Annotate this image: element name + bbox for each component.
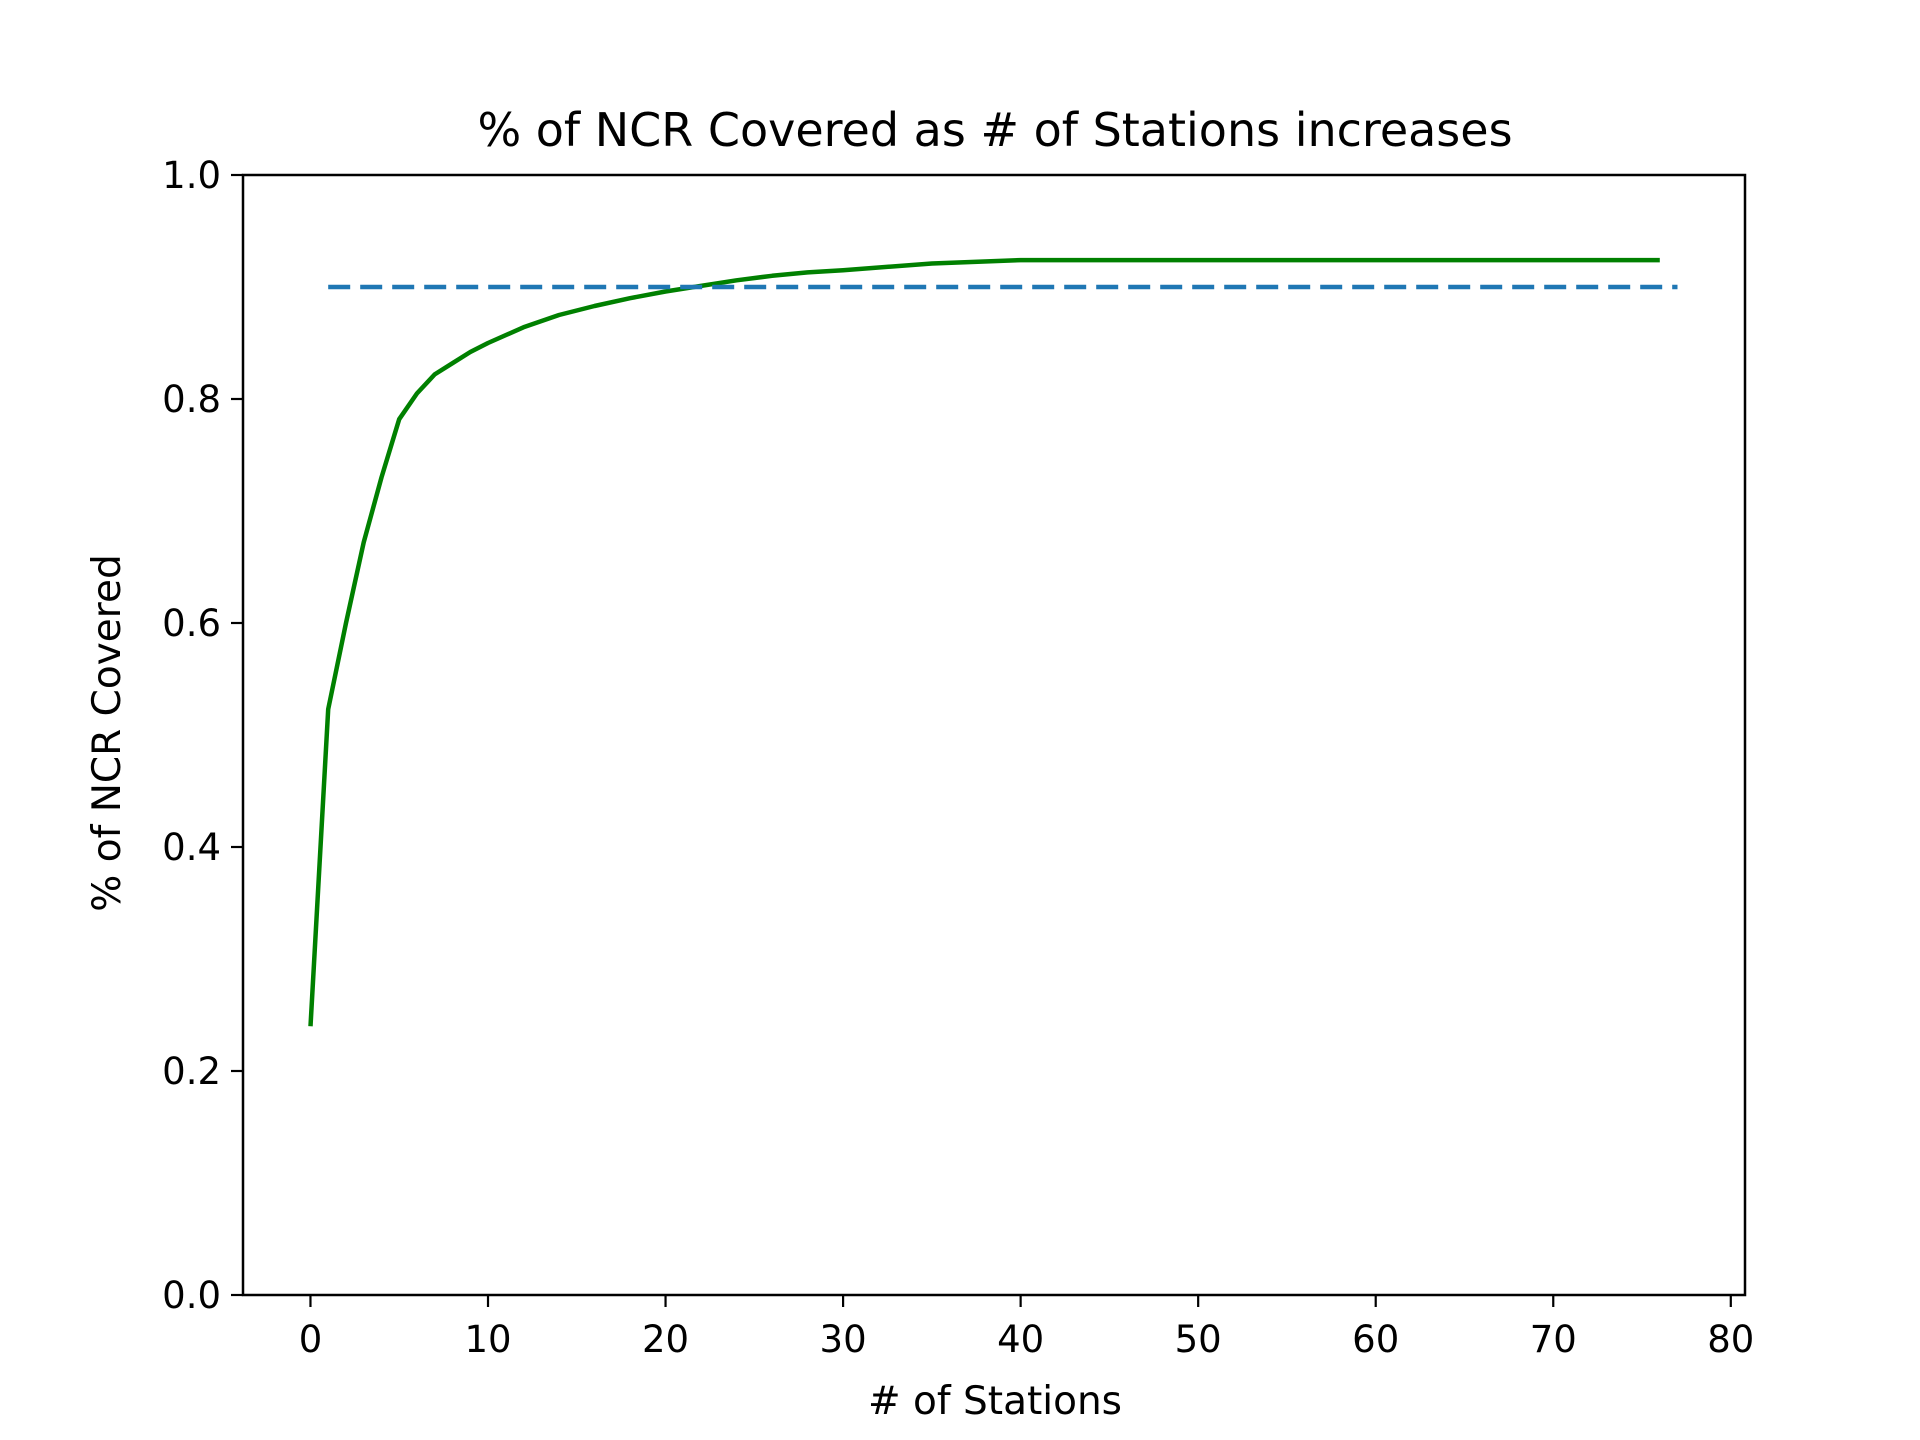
x-tick-label: 80 — [1707, 1318, 1754, 1361]
coverage-line — [308, 257, 1660, 1027]
y-axis: 0.0 0.2 0.4 0.6 0.8 1.0 — [162, 154, 243, 1317]
x-axis: 0 10 20 30 40 50 60 70 80 — [299, 1295, 1754, 1361]
x-tick-label: 30 — [820, 1318, 867, 1361]
x-tick-label: 50 — [1175, 1318, 1222, 1361]
y-axis-label: % of NCR Covered — [85, 554, 130, 911]
y-tick-label: 0.0 — [162, 1274, 221, 1317]
x-tick-label: 60 — [1352, 1318, 1399, 1361]
x-tick-label: 10 — [464, 1318, 511, 1361]
plot-frame — [241, 173, 1747, 1297]
y-tick-label: 0.4 — [162, 826, 221, 869]
x-tick-label: 20 — [642, 1318, 689, 1361]
x-tick-label: 40 — [997, 1318, 1044, 1361]
chart-title: % of NCR Covered as # of Stations increa… — [477, 103, 1512, 157]
y-tick-label: 0.2 — [162, 1050, 221, 1093]
x-axis-label: # of Stations — [868, 1379, 1122, 1424]
y-tick-label: 1.0 — [162, 154, 221, 197]
series-layer — [308, 257, 1678, 1027]
x-tick-label: 70 — [1530, 1318, 1577, 1361]
y-tick-label: 0.8 — [162, 378, 221, 421]
y-tick-label: 0.6 — [162, 602, 221, 645]
x-tick-label: 0 — [299, 1318, 323, 1361]
